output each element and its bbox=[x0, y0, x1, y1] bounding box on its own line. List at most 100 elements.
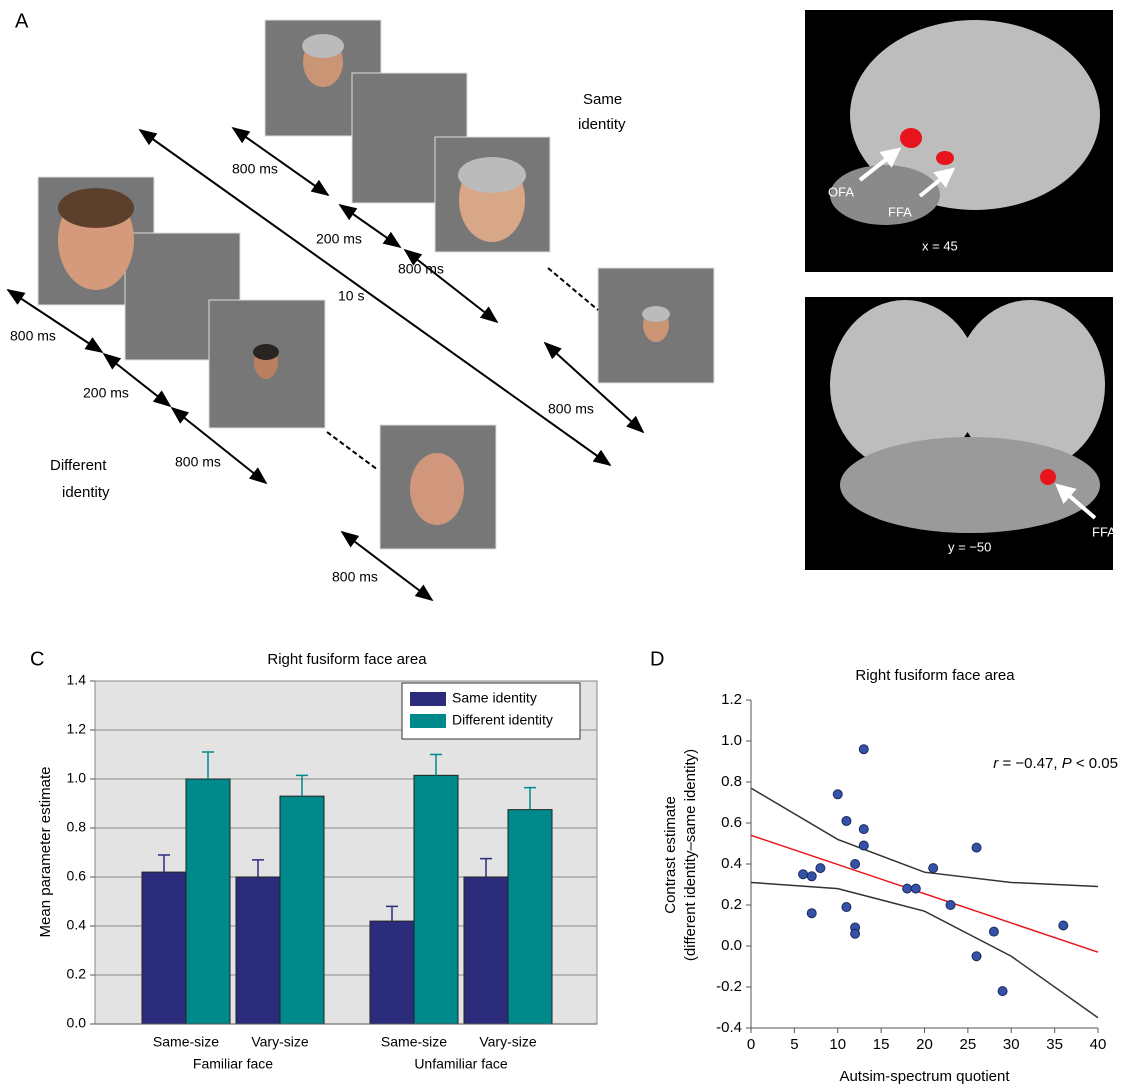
annotation: r = −0.47, P < 0.05 bbox=[993, 755, 1118, 772]
point bbox=[842, 903, 851, 912]
y-tick-label: 0.2 bbox=[721, 896, 742, 913]
point bbox=[807, 909, 816, 918]
bar bbox=[186, 779, 230, 1024]
point bbox=[911, 884, 920, 893]
point bbox=[859, 745, 868, 754]
y-tick-label: 1.0 bbox=[721, 732, 742, 749]
y-axis-label: Mean parameter estimate bbox=[37, 767, 54, 938]
roi-label: FFA bbox=[1092, 524, 1116, 539]
x-tick-label: Vary-size bbox=[251, 1034, 309, 1050]
roi bbox=[900, 128, 922, 148]
x-tick-label: Same-size bbox=[153, 1034, 219, 1050]
point bbox=[816, 864, 825, 873]
panel-b: B OFA FFA x = 45 FFA y = −50 bbox=[805, 10, 1116, 570]
panel-label: D bbox=[650, 648, 664, 670]
y-tick-label: 0.4 bbox=[67, 917, 87, 933]
timing-label: 800 ms bbox=[332, 569, 378, 585]
bar bbox=[280, 796, 324, 1024]
fit-line bbox=[751, 835, 1098, 952]
x-tick-label: 5 bbox=[790, 1036, 798, 1053]
point bbox=[833, 790, 842, 799]
timing-label: 800 ms bbox=[10, 328, 56, 344]
slice-coordinate: x = 45 bbox=[922, 238, 958, 253]
timing-label: 10 s bbox=[338, 288, 364, 304]
y-tick-label: 0.0 bbox=[67, 1015, 87, 1031]
fit-line bbox=[751, 882, 1098, 1017]
bar bbox=[142, 872, 186, 1024]
y-axis-label: (different identity–same identity) bbox=[682, 749, 699, 961]
chart-title: Right fusiform face area bbox=[855, 667, 1015, 684]
bar bbox=[414, 775, 458, 1024]
y-tick-label: 1.2 bbox=[67, 721, 87, 737]
chart-title: Right fusiform face area bbox=[267, 651, 427, 668]
point bbox=[903, 884, 912, 893]
group-label: Unfamiliar face bbox=[414, 1056, 508, 1072]
point bbox=[842, 816, 851, 825]
y-tick-label: 0.0 bbox=[721, 937, 742, 954]
timing-label: 800 ms bbox=[398, 261, 444, 277]
x-tick-label: 40 bbox=[1090, 1036, 1107, 1053]
point bbox=[972, 952, 981, 961]
y-tick-label: 1.0 bbox=[67, 770, 87, 786]
y-tick-label: 0.6 bbox=[721, 814, 742, 831]
legend-label: Same identity bbox=[452, 690, 537, 706]
y-tick-label: 0.2 bbox=[67, 966, 87, 982]
point bbox=[859, 841, 868, 850]
timing-label: 800 ms bbox=[232, 161, 278, 177]
y-tick-label: 0.6 bbox=[67, 868, 87, 884]
bar bbox=[370, 921, 414, 1024]
point bbox=[989, 927, 998, 936]
point bbox=[851, 860, 860, 869]
point bbox=[807, 872, 816, 881]
x-tick-label: 35 bbox=[1046, 1036, 1063, 1053]
x-tick-label: 30 bbox=[1003, 1036, 1020, 1053]
y-tick-label: 1.2 bbox=[721, 691, 742, 708]
condition-label: Different bbox=[50, 457, 107, 474]
x-tick-label: Same-size bbox=[381, 1034, 447, 1050]
point bbox=[851, 929, 860, 938]
legend-swatch bbox=[410, 714, 446, 728]
point bbox=[946, 901, 955, 910]
point bbox=[1059, 921, 1068, 930]
x-tick-label: 0 bbox=[747, 1036, 755, 1053]
y-tick-label: 0.8 bbox=[721, 773, 742, 790]
x-tick-label: 10 bbox=[829, 1036, 846, 1053]
annotation-part: = −0.47, bbox=[998, 755, 1061, 772]
timing-label: 800 ms bbox=[548, 401, 594, 417]
timing-label: 200 ms bbox=[83, 385, 129, 401]
y-tick-label: -0.4 bbox=[716, 1019, 742, 1036]
roi bbox=[1040, 469, 1056, 485]
roi-label: OFA bbox=[828, 184, 854, 199]
x-tick-label: 25 bbox=[960, 1036, 977, 1053]
roi bbox=[936, 151, 954, 165]
condition-label: identity bbox=[578, 116, 626, 133]
point bbox=[859, 825, 868, 834]
annotation-part: < 0.05 bbox=[1072, 755, 1118, 772]
y-tick-label: 0.4 bbox=[721, 855, 742, 872]
bar bbox=[508, 810, 552, 1024]
bar bbox=[464, 877, 508, 1024]
group-label: Familiar face bbox=[193, 1056, 273, 1072]
legend-swatch bbox=[410, 692, 446, 706]
y-axis-label: Contrast estimate bbox=[662, 796, 679, 914]
point bbox=[929, 864, 938, 873]
roi-label: FFA bbox=[888, 204, 912, 219]
y-tick-label: 0.8 bbox=[67, 819, 87, 835]
y-tick-label: 1.4 bbox=[67, 672, 87, 688]
panel-label: A bbox=[15, 10, 29, 32]
x-axis-label: Autsim-spectrum quotient bbox=[839, 1068, 1010, 1085]
panel-label: C bbox=[30, 648, 44, 670]
x-tick-label: Vary-size bbox=[479, 1034, 537, 1050]
timing-label: 200 ms bbox=[316, 231, 362, 247]
bar bbox=[236, 877, 280, 1024]
annotation-part: P bbox=[1062, 755, 1072, 772]
cerebellum bbox=[840, 437, 1100, 533]
figure: A 800 ms 200 ms 800 ms 10 s 800 ms 200 m… bbox=[0, 0, 1122, 1088]
condition-label: Same bbox=[583, 91, 622, 108]
x-tick-label: 20 bbox=[916, 1036, 933, 1053]
point bbox=[799, 870, 808, 879]
panel-a: A 800 ms 200 ms 800 ms 10 s 800 ms 200 m… bbox=[8, 10, 714, 600]
condition-label: identity bbox=[62, 484, 110, 501]
y-tick-label: -0.2 bbox=[716, 978, 742, 995]
slice-coordinate: y = −50 bbox=[948, 539, 991, 554]
